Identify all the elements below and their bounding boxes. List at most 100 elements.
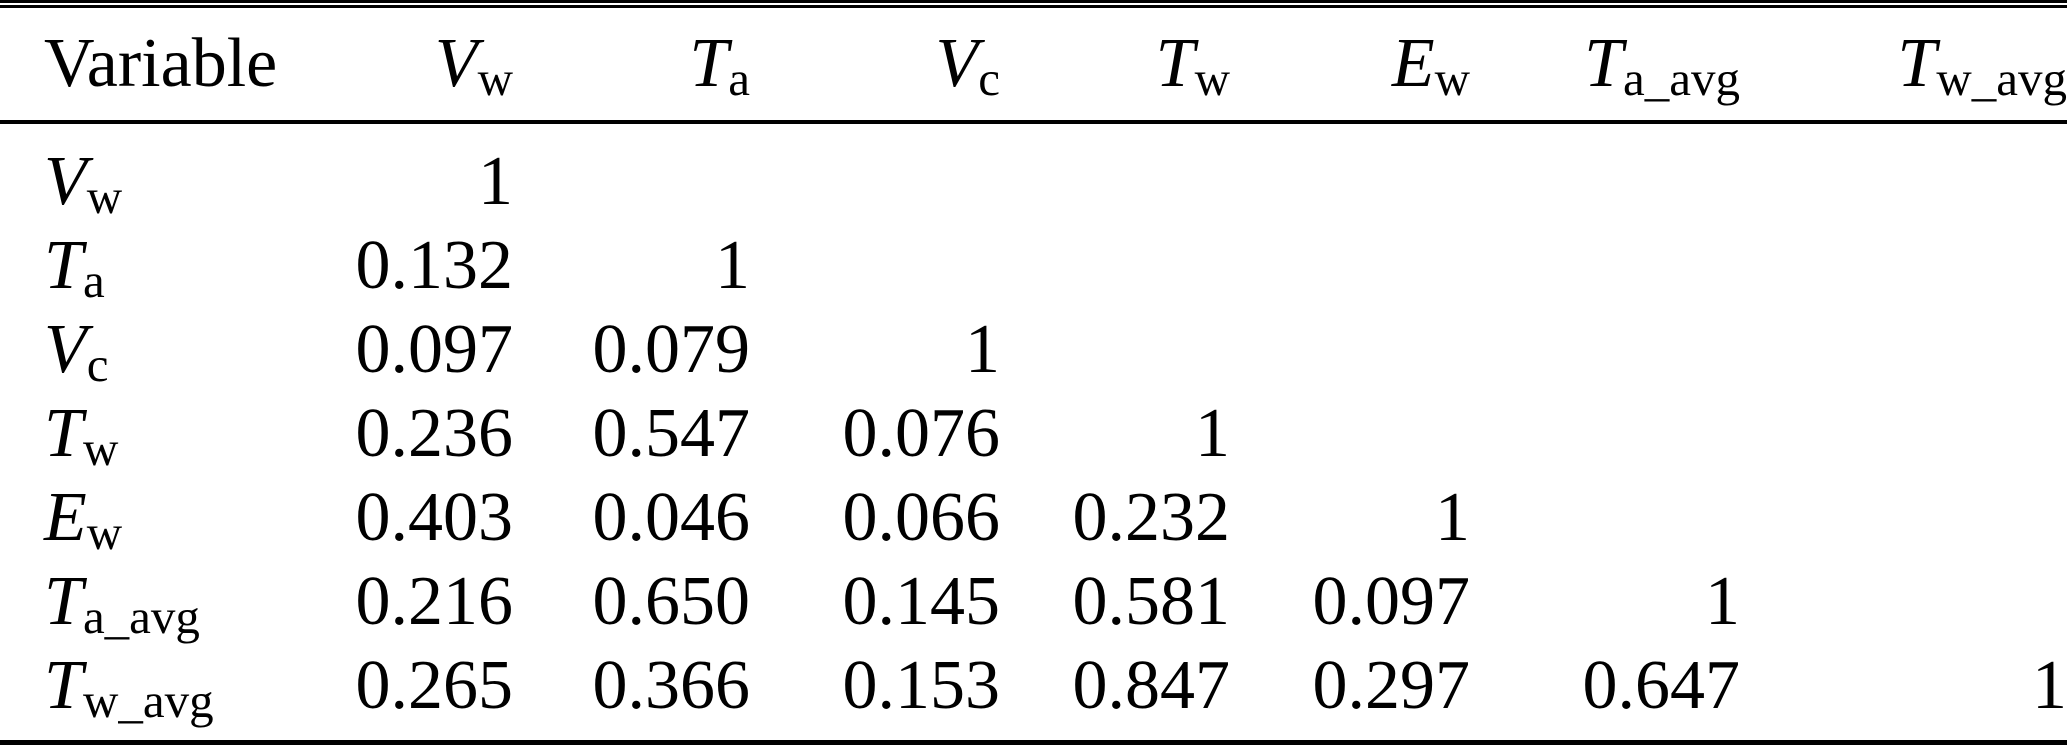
- row-label-tw-avg: Tw_avg: [0, 644, 280, 728]
- header-subscript: w: [477, 50, 513, 106]
- header-symbol: T: [689, 25, 729, 102]
- table-row-tw: Tw 0.236 0.547 0.076 1: [0, 392, 2067, 476]
- correlation-table: Variable Vw Ta Vc Tw Ew Ta_avg Tw_avg Vw…: [0, 8, 2067, 728]
- row-symbol: V: [44, 143, 87, 220]
- matrix-cell: [1740, 122, 2067, 224]
- row-label-ew: Ew: [0, 476, 280, 560]
- matrix-cell: 0.132: [355, 227, 514, 304]
- matrix-cell: 0.232: [1072, 479, 1231, 556]
- matrix-cell: 0.647: [1582, 647, 1741, 724]
- header-symbol: T: [1897, 25, 1937, 102]
- table-row-tw-avg: Tw_avg 0.265 0.366 0.153 0.847 0.297 0.6…: [0, 644, 2067, 728]
- matrix-cell: 1: [1435, 479, 1470, 556]
- matrix-cell: 1: [715, 227, 750, 304]
- matrix-cell: [1230, 392, 1470, 476]
- row-label-ta: Ta: [0, 224, 280, 308]
- col-header-ew: Ew: [1230, 8, 1470, 124]
- table-row-ew: Ew 0.403 0.046 0.066 0.232 1: [0, 476, 2067, 560]
- header-subscript: a: [728, 50, 750, 106]
- col-header-vc: Vc: [750, 8, 1000, 124]
- table-row-vc: Vc 0.097 0.079 1: [0, 308, 2067, 392]
- row-subscript: w: [82, 420, 119, 476]
- header-symbol: T: [1155, 25, 1195, 102]
- row-subscript: w_avg: [82, 672, 214, 728]
- header-row: Variable Vw Ta Vc Tw Ew Ta_avg Tw_avg: [0, 8, 2067, 124]
- matrix-cell: 0.216: [355, 563, 514, 640]
- matrix-cell: [1740, 224, 2067, 308]
- matrix-cell: [1000, 122, 1230, 224]
- matrix-cell: 0.153: [842, 647, 1001, 724]
- header-subscript: a_avg: [1623, 50, 1740, 106]
- matrix-cell: 0.079: [592, 311, 751, 388]
- matrix-cell: [1230, 122, 1470, 224]
- col-header-tw-avg: Tw_avg: [1740, 8, 2067, 124]
- header-label: Variable: [44, 25, 278, 102]
- row-label-ta-avg: Ta_avg: [0, 560, 280, 644]
- matrix-cell: 0.066: [842, 479, 1001, 556]
- row-subscript: a_avg: [82, 588, 200, 644]
- col-header-tw: Tw: [1000, 8, 1230, 124]
- matrix-cell: 0.097: [355, 311, 514, 388]
- header-symbol: V: [434, 25, 478, 102]
- matrix-cell: [1230, 308, 1470, 392]
- matrix-cell: [513, 122, 750, 224]
- table-body: Vw 1 Ta 0.132 1 Vc 0.097: [0, 122, 2067, 728]
- matrix-cell: [1740, 308, 2067, 392]
- matrix-cell: 1: [2032, 647, 2067, 724]
- header-symbol: T: [1584, 25, 1623, 102]
- table-top-rule: [0, 0, 2067, 8]
- matrix-cell: [750, 122, 1000, 224]
- matrix-cell: 1: [1705, 563, 1740, 640]
- header-subscript: w_avg: [1936, 50, 2067, 106]
- table-row-ta-avg: Ta_avg 0.216 0.650 0.145 0.581 0.097 1: [0, 560, 2067, 644]
- matrix-cell: 0.366: [592, 647, 751, 724]
- matrix-cell: [1470, 122, 1740, 224]
- col-header-ta-avg: Ta_avg: [1470, 8, 1740, 124]
- row-label-tw: Tw: [0, 392, 280, 476]
- matrix-cell: [1230, 224, 1470, 308]
- matrix-cell: 0.236: [355, 395, 514, 472]
- matrix-cell: [1470, 308, 1740, 392]
- table-row-ta: Ta 0.132 1: [0, 224, 2067, 308]
- col-header-vw: Vw: [280, 8, 513, 124]
- header-symbol: E: [1391, 25, 1435, 102]
- row-subscript: c: [86, 336, 109, 392]
- matrix-cell: [750, 224, 1000, 308]
- table-bottom-rule: [0, 740, 2067, 745]
- matrix-cell: [1740, 476, 2067, 560]
- matrix-cell: [1000, 224, 1230, 308]
- row-subscript: w: [86, 504, 123, 560]
- matrix-cell: [1470, 476, 1740, 560]
- row-symbol: T: [44, 395, 83, 472]
- matrix-cell: 0.847: [1072, 647, 1231, 724]
- matrix-cell: 0.297: [1312, 647, 1471, 724]
- matrix-cell: [1470, 224, 1740, 308]
- row-symbol: V: [44, 311, 87, 388]
- row-label-vc: Vc: [0, 308, 280, 392]
- col-header-ta: Ta: [513, 8, 750, 124]
- matrix-cell: 0.097: [1312, 563, 1471, 640]
- matrix-cell: 0.046: [592, 479, 751, 556]
- matrix-cell: 0.403: [355, 479, 514, 556]
- matrix-cell: [1000, 308, 1230, 392]
- table-header: Variable Vw Ta Vc Tw Ew Ta_avg Tw_avg: [0, 8, 2067, 124]
- table-row-vw: Vw 1: [0, 122, 2067, 224]
- header-subscript: w: [1434, 50, 1470, 106]
- row-label-vw: Vw: [0, 122, 280, 224]
- row-symbol: T: [44, 227, 83, 304]
- matrix-cell: 0.145: [842, 563, 1001, 640]
- matrix-cell: [1470, 392, 1740, 476]
- matrix-cell: 1: [965, 311, 1000, 388]
- row-subscript: w: [86, 168, 123, 224]
- matrix-cell: 0.650: [592, 563, 751, 640]
- matrix-cell: 0.581: [1072, 563, 1231, 640]
- header-symbol: V: [935, 25, 979, 102]
- header-subscript: c: [978, 50, 1000, 106]
- matrix-cell: 0.265: [355, 647, 514, 724]
- matrix-cell: [1740, 560, 2067, 644]
- header-subscript: w: [1194, 50, 1230, 106]
- matrix-cell: 0.076: [842, 395, 1001, 472]
- matrix-cell: 1: [478, 143, 513, 220]
- row-symbol: T: [44, 563, 83, 640]
